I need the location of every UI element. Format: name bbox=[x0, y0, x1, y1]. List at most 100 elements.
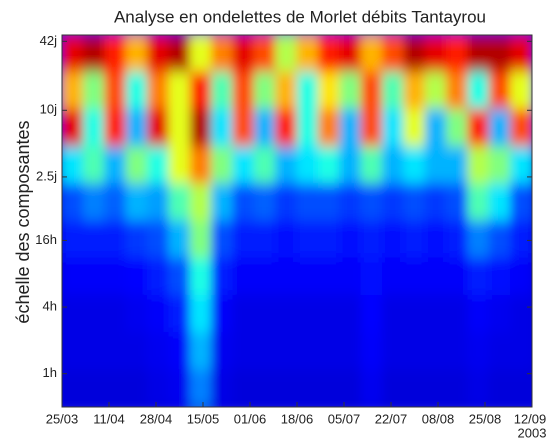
y-tick-label: 2.5j bbox=[36, 168, 57, 183]
y-tick-label: 4h bbox=[43, 299, 57, 314]
heatmap-cell bbox=[317, 108, 341, 148]
heatmap-cell bbox=[62, 108, 84, 148]
heatmap-cell bbox=[232, 71, 255, 110]
x-tick-label: 28/04 bbox=[140, 411, 173, 426]
heatmap-cell bbox=[168, 146, 191, 185]
heatmap-cell bbox=[403, 294, 426, 334]
heatmap-cell bbox=[168, 108, 191, 148]
heatmap-cell bbox=[125, 108, 148, 148]
heatmap-cell bbox=[339, 183, 362, 222]
heatmap-cell bbox=[275, 35, 298, 73]
heatmap-cell bbox=[104, 332, 127, 371]
heatmap-cell bbox=[211, 108, 234, 148]
heatmap-cell bbox=[275, 183, 298, 222]
heatmap-cell bbox=[488, 35, 512, 73]
heatmap-cell bbox=[125, 146, 148, 185]
heatmap-cell bbox=[62, 183, 84, 222]
heatmap-cell bbox=[360, 146, 383, 185]
heatmap-cell bbox=[317, 220, 341, 259]
heatmap-cell bbox=[62, 71, 84, 110]
heatmap-cell bbox=[360, 257, 383, 296]
heatmap-cell bbox=[125, 257, 148, 296]
heatmap-cell bbox=[317, 257, 341, 296]
heatmap-cell bbox=[168, 257, 191, 296]
heatmap-cell bbox=[446, 35, 469, 73]
heatmap-cell bbox=[82, 183, 106, 222]
heatmap-cell bbox=[253, 369, 277, 407]
heatmap-cell bbox=[381, 146, 405, 185]
heatmap-cell bbox=[488, 369, 512, 407]
heatmap-cell bbox=[146, 332, 170, 371]
heatmap-cell bbox=[403, 183, 426, 222]
heatmap-cell bbox=[467, 183, 490, 222]
heatmap-cell bbox=[104, 257, 127, 296]
heatmap-cell bbox=[296, 108, 319, 148]
heatmap-cell bbox=[82, 108, 106, 148]
heatmap-cell bbox=[82, 35, 106, 73]
heatmap-cell bbox=[510, 294, 532, 334]
heatmap-cell bbox=[275, 220, 298, 259]
y-axis-label: échelle des composantes bbox=[13, 120, 33, 323]
heatmap-cell bbox=[168, 71, 191, 110]
heatmap-cell bbox=[317, 294, 341, 334]
heatmap-cell bbox=[211, 71, 234, 110]
heatmap-cell bbox=[125, 332, 148, 371]
heatmap-cell bbox=[424, 332, 448, 371]
heatmap-cell bbox=[467, 71, 490, 110]
heatmap-cell bbox=[510, 108, 532, 148]
heatmap-cell bbox=[104, 369, 127, 407]
heatmap-cell bbox=[403, 71, 426, 110]
chart-title: Analyse en ondelettes de Morlet débits T… bbox=[114, 7, 486, 26]
x-tick-label: 22/07 bbox=[375, 411, 408, 426]
heatmap-cell bbox=[104, 220, 127, 259]
heatmap-cell bbox=[424, 146, 448, 185]
heatmap-cell bbox=[253, 220, 277, 259]
heatmap-cell bbox=[446, 332, 469, 371]
x-tick-label: 05/07 bbox=[328, 411, 361, 426]
heatmap-cell bbox=[275, 257, 298, 296]
heatmap-cell bbox=[360, 71, 383, 110]
heatmap-cell bbox=[146, 35, 170, 73]
heatmap-cell bbox=[424, 71, 448, 110]
heatmap-cell bbox=[275, 108, 298, 148]
heatmap-cell bbox=[62, 257, 84, 296]
heatmap-cell bbox=[189, 71, 213, 110]
heatmap-cell bbox=[125, 369, 148, 407]
heatmap-cell bbox=[510, 257, 532, 296]
heatmap-cell bbox=[381, 369, 405, 407]
heatmap-cell bbox=[189, 183, 213, 222]
heatmap-cell bbox=[253, 71, 277, 110]
heatmap-cell bbox=[104, 294, 127, 334]
heatmap-cell bbox=[360, 220, 383, 259]
heatmap-cell bbox=[510, 369, 532, 407]
heatmap-cell bbox=[424, 35, 448, 73]
heatmap-cell bbox=[211, 220, 234, 259]
heatmap-cell bbox=[253, 35, 277, 73]
heatmap-cell bbox=[360, 108, 383, 148]
heatmap-cell bbox=[232, 146, 255, 185]
heatmap-cell bbox=[104, 183, 127, 222]
heatmap-cell bbox=[146, 294, 170, 334]
heatmap-cell bbox=[339, 257, 362, 296]
heatmap-cell bbox=[360, 35, 383, 73]
heatmap-cell bbox=[403, 35, 426, 73]
heatmap-cell bbox=[317, 183, 341, 222]
heatmap-cell bbox=[339, 294, 362, 334]
heatmap-cell bbox=[317, 369, 341, 407]
heatmap-cell bbox=[403, 369, 426, 407]
heatmap-cell bbox=[253, 108, 277, 148]
heatmap-cell bbox=[317, 35, 341, 73]
heatmap-cell bbox=[62, 146, 84, 185]
heatmap-cell bbox=[168, 35, 191, 73]
heatmap-cell bbox=[317, 332, 341, 371]
heatmap-cell bbox=[82, 220, 106, 259]
heatmap-cell bbox=[82, 369, 106, 407]
heatmap-cell bbox=[232, 294, 255, 334]
heatmap-cell bbox=[189, 108, 213, 148]
heatmap-cell bbox=[189, 220, 213, 259]
heatmap-cell bbox=[275, 146, 298, 185]
heatmap-cell bbox=[253, 183, 277, 222]
x-tick-label: 18/06 bbox=[281, 411, 314, 426]
heatmap-cell bbox=[317, 71, 341, 110]
